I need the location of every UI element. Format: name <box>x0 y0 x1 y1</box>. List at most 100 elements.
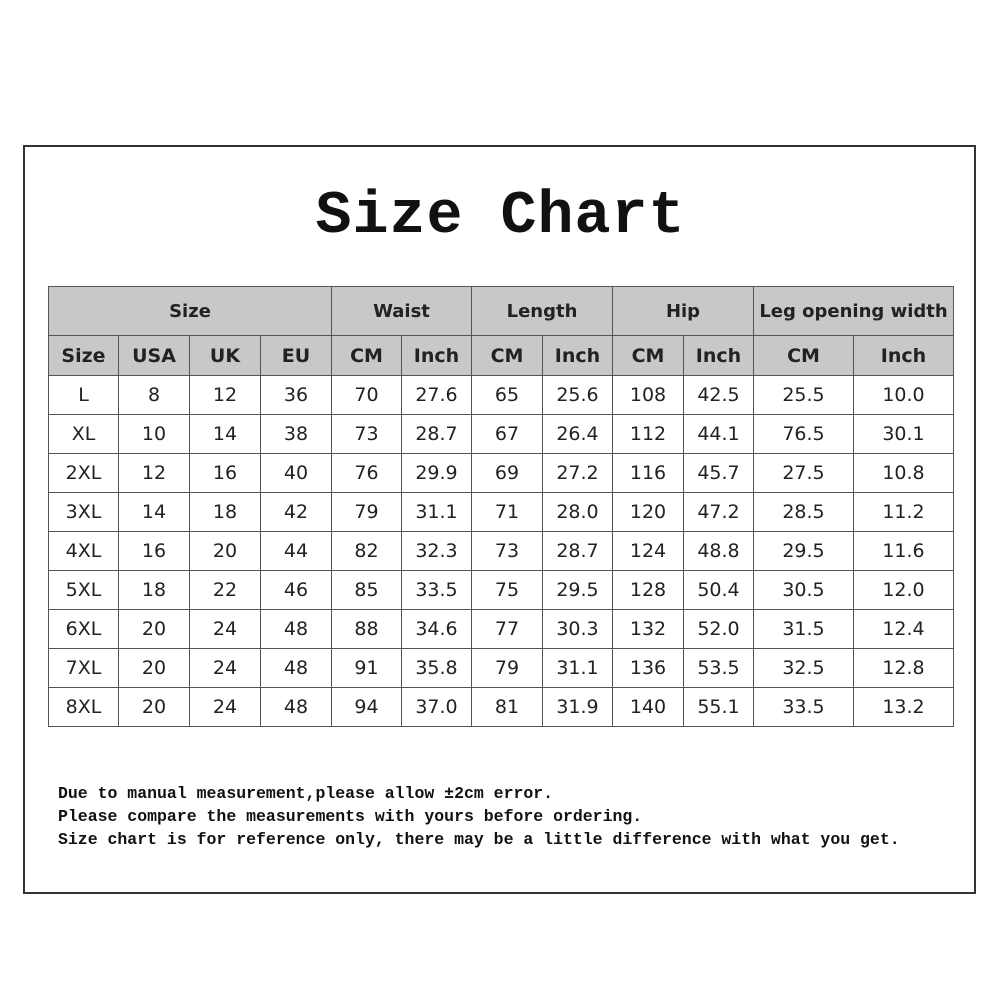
table-cell: 20 <box>118 609 190 649</box>
table-cell: 46 <box>260 570 332 610</box>
table-cell: 108 <box>612 375 684 415</box>
column-header: Inch <box>542 335 613 376</box>
note-line: Due to manual measurement,please allow ±… <box>58 784 554 803</box>
chart-frame <box>23 145 976 894</box>
table-cell: 14 <box>118 492 190 532</box>
table-cell: 69 <box>471 453 543 493</box>
table-cell: 10.0 <box>853 375 954 415</box>
table-cell: 73 <box>471 531 543 571</box>
table-cell: 27.2 <box>542 453 613 493</box>
page-title: Size Chart <box>315 183 686 251</box>
table-cell: 38 <box>260 414 332 454</box>
table-cell: 27.6 <box>401 375 472 415</box>
table-cell: 75 <box>471 570 543 610</box>
column-header: Inch <box>401 335 472 376</box>
note-line: Please compare the measurements with you… <box>58 807 643 826</box>
table-cell: 18 <box>118 570 190 610</box>
size-table: Size Waist Length Hip Leg opening width Size… <box>48 286 954 727</box>
table-cell: 36 <box>260 375 332 415</box>
table-cell: 5XL <box>48 570 119 610</box>
table-cell: 28.7 <box>401 414 472 454</box>
group-header: Size <box>48 286 332 336</box>
table-cell: 44.1 <box>683 414 754 454</box>
table-row: 4XL 16 20 44 82 32.3 73 28.7 124 48.8 29.5 11.6 <box>48 531 954 571</box>
table-cell: 16 <box>118 531 190 571</box>
table-cell: 33.5 <box>401 570 472 610</box>
table-cell: 11.2 <box>853 492 954 532</box>
table-cell: 20 <box>189 531 261 571</box>
table-cell: 73 <box>331 414 402 454</box>
table-cell: 88 <box>331 609 402 649</box>
column-header: Size <box>48 335 119 376</box>
notes: Due to manual measurement,please allow ±… <box>58 782 900 851</box>
table-cell: 24 <box>189 687 261 727</box>
sub-header-row: Size USA UK EU CM Inch CM Inch CM Inch CM Inch <box>48 335 954 376</box>
table-cell: 7XL <box>48 648 119 688</box>
table-cell: 35.8 <box>401 648 472 688</box>
table-cell: 81 <box>471 687 543 727</box>
table-cell: 76 <box>331 453 402 493</box>
table-cell: 29.5 <box>542 570 613 610</box>
table-cell: 13.2 <box>853 687 954 727</box>
column-header: CM <box>612 335 684 376</box>
group-header: Waist <box>331 286 472 336</box>
table-cell: 10.8 <box>853 453 954 493</box>
table-cell: 31.1 <box>542 648 613 688</box>
table-cell: 40 <box>260 453 332 493</box>
table-cell: 31.9 <box>542 687 613 727</box>
table-cell: 30.5 <box>753 570 854 610</box>
group-header: Hip <box>612 286 754 336</box>
column-header: CM <box>753 335 854 376</box>
table-cell: 31.5 <box>753 609 854 649</box>
table-cell: 20 <box>118 687 190 727</box>
table-cell: 12.8 <box>853 648 954 688</box>
table-cell: 20 <box>118 648 190 688</box>
column-header: CM <box>331 335 402 376</box>
table-cell: 53.5 <box>683 648 754 688</box>
table-row: 2XL 12 16 40 76 29.9 69 27.2 116 45.7 27.5 10.8 <box>48 453 954 493</box>
table-cell: 28.5 <box>753 492 854 532</box>
table-cell: 94 <box>331 687 402 727</box>
table-cell: 8 <box>118 375 190 415</box>
table-row: 8XL 20 24 48 94 37.0 81 31.9 140 55.1 33.5 13.2 <box>48 687 954 727</box>
table-cell: 6XL <box>48 609 119 649</box>
table-row: 6XL 20 24 48 88 34.6 77 30.3 132 52.0 31.5 12.4 <box>48 609 954 649</box>
note-line: Size chart is for reference only, there … <box>58 830 900 849</box>
table-cell: 24 <box>189 648 261 688</box>
table-cell: 12.4 <box>853 609 954 649</box>
table-cell: 48 <box>260 609 332 649</box>
table-cell: 79 <box>331 492 402 532</box>
table-cell: 25.5 <box>753 375 854 415</box>
table-cell: 65 <box>471 375 543 415</box>
table-cell: 76.5 <box>753 414 854 454</box>
table-cell: XL <box>48 414 119 454</box>
table-cell: 136 <box>612 648 684 688</box>
table-cell: 18 <box>189 492 261 532</box>
table-row: XL 10 14 38 73 28.7 67 26.4 112 44.1 76.5 30.1 <box>48 414 954 454</box>
table-cell: 45.7 <box>683 453 754 493</box>
table-row: 5XL 18 22 46 85 33.5 75 29.5 128 50.4 30.5 12.0 <box>48 570 954 610</box>
column-header: UK <box>189 335 261 376</box>
table-cell: 42.5 <box>683 375 754 415</box>
table-cell: 2XL <box>48 453 119 493</box>
table-cell: 91 <box>331 648 402 688</box>
table-cell: 37.0 <box>401 687 472 727</box>
column-header: Inch <box>853 335 954 376</box>
table-cell: 50.4 <box>683 570 754 610</box>
table-cell: 16 <box>189 453 261 493</box>
table-cell: 120 <box>612 492 684 532</box>
table-cell: 44 <box>260 531 332 571</box>
table-cell: 52.0 <box>683 609 754 649</box>
table-cell: 47.2 <box>683 492 754 532</box>
table-body: L 8 12 36 70 27.6 65 25.6 108 42.5 25.5 10.0 XL 10 14 3… <box>48 375 954 727</box>
table-cell: 28.7 <box>542 531 613 571</box>
table-cell: 77 <box>471 609 543 649</box>
table-cell: 34.6 <box>401 609 472 649</box>
table-cell: 22 <box>189 570 261 610</box>
table-cell: 33.5 <box>753 687 854 727</box>
table-cell: 27.5 <box>753 453 854 493</box>
table-cell: 128 <box>612 570 684 610</box>
table-cell: 79 <box>471 648 543 688</box>
table-cell: 42 <box>260 492 332 532</box>
table-cell: 48 <box>260 687 332 727</box>
